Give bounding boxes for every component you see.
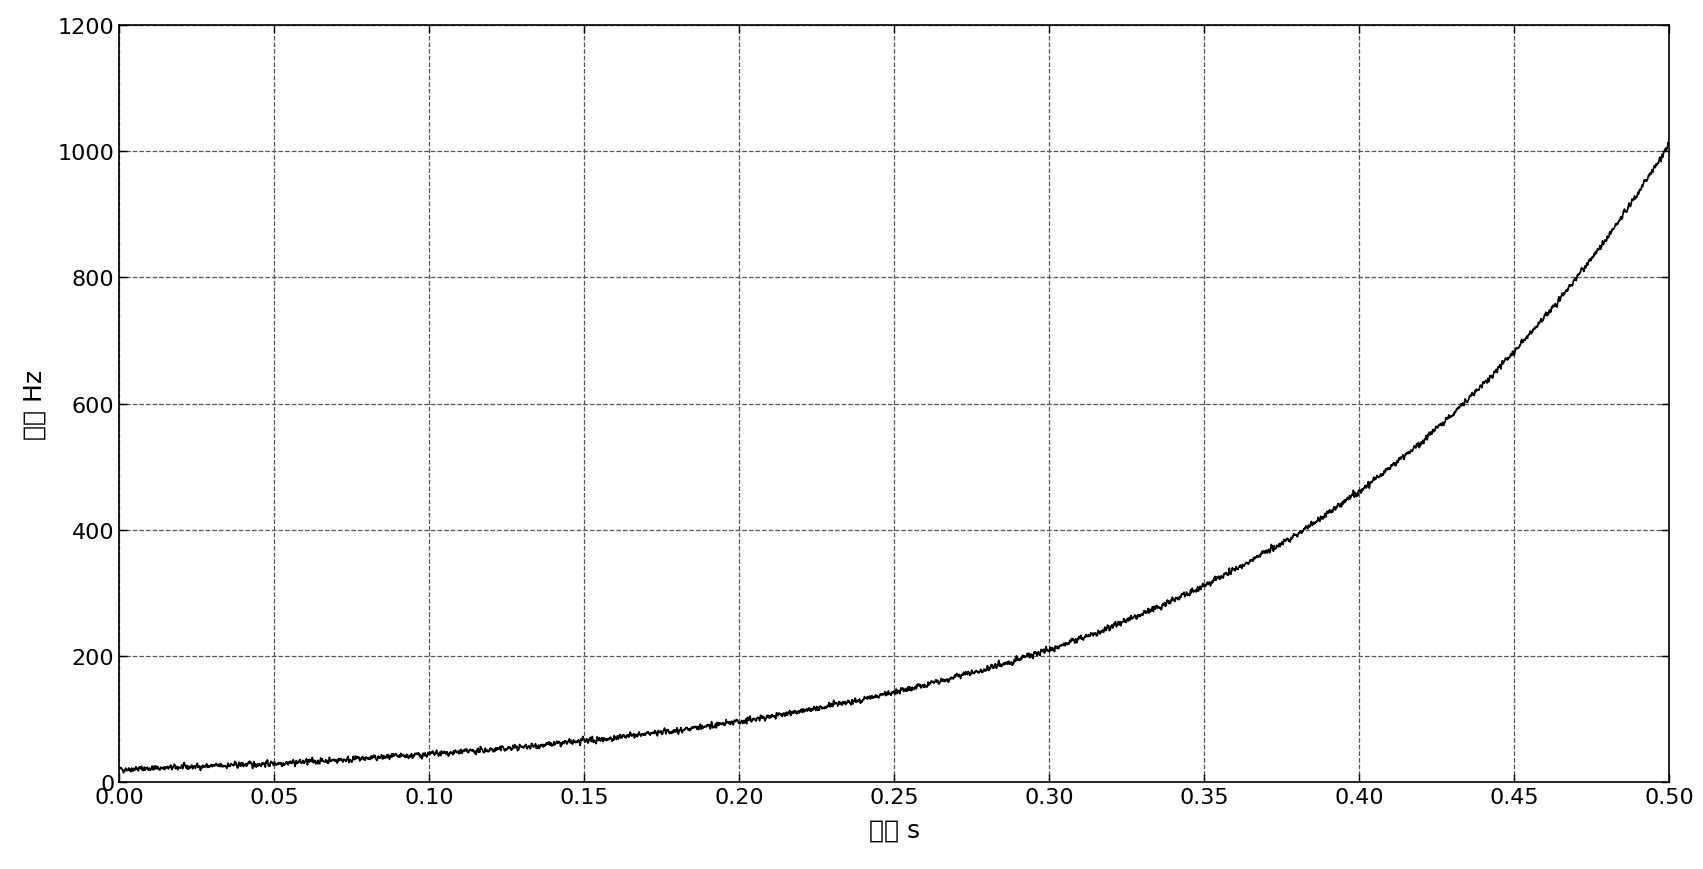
X-axis label: 时间 s: 时间 s (869, 818, 920, 842)
Y-axis label: 频率 Hz: 频率 Hz (22, 369, 46, 439)
